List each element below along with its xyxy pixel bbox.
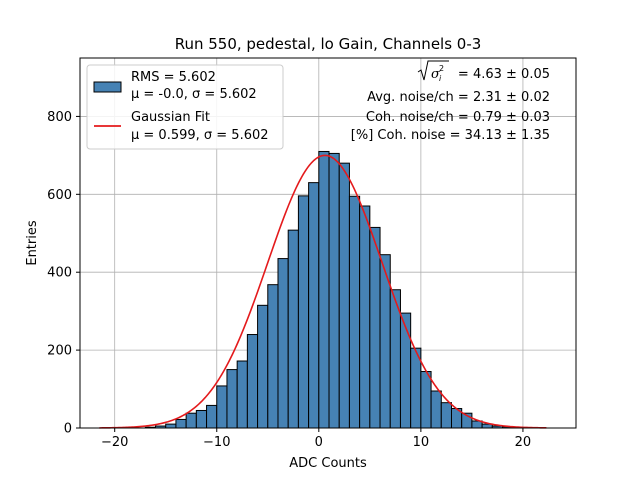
histogram-bar — [420, 371, 432, 429]
histogram-bar — [216, 385, 228, 429]
y-tick-label: 600 — [47, 188, 72, 203]
histogram-bar — [236, 360, 248, 429]
histogram-bar — [267, 284, 279, 429]
histogram-bar — [246, 334, 259, 429]
histogram-bar — [185, 412, 197, 429]
y-tick-label: 800 — [47, 110, 72, 125]
coh-noise-percent-text: [%] Coh. noise = 34.13 ± 1.35 — [351, 128, 550, 143]
histogram-bar — [430, 390, 442, 429]
histogram-bar — [410, 347, 422, 429]
chart-title: Run 550, pedestal, lo Gain, Channels 0-3 — [175, 35, 482, 53]
x-axis-ticks: −20 −10 0 10 20 — [101, 428, 531, 450]
plot-frame — [79, 57, 577, 429]
coh-noise-text: Coh. noise/ch = 0.79 ± 0.03 — [366, 110, 550, 125]
histogram-bar — [348, 195, 361, 429]
histogram-bar — [297, 195, 310, 429]
legend-rms-label: RMS = 5.602 — [131, 70, 216, 85]
avg-noise-text: Avg. noise/ch = 2.31 ± 0.02 — [367, 90, 550, 105]
y-axis-ticks: 0 200 400 600 800 — [47, 110, 80, 437]
histogram-bar — [318, 150, 330, 429]
legend-frame — [86, 64, 284, 150]
legend-fit-stats: μ = 0.599, σ = 5.602 — [131, 128, 269, 143]
x-tick-label: −10 — [203, 435, 230, 450]
histogram-bar — [226, 369, 238, 429]
histogram-bars — [144, 150, 524, 429]
histogram-bar — [175, 418, 187, 429]
legend-rms-stats: μ = -0.0, σ = 5.602 — [131, 87, 257, 102]
y-tick-label: 200 — [47, 344, 72, 359]
x-tick-label: 10 — [413, 435, 430, 450]
legend-fit-label: Gaussian Fit — [131, 110, 210, 125]
histogram-bar — [338, 162, 350, 429]
legend: RMS = 5.602 μ = -0.0, σ = 5.602 Gaussian… — [86, 64, 284, 150]
histogram-bar — [359, 205, 371, 429]
x-tick-label: 20 — [515, 435, 532, 450]
x-axis-title: ADC Counts — [289, 456, 367, 471]
sqrt-sigma-symbol: σ 2 i — [417, 60, 449, 83]
noise-annotations: σ 2 i = 4.63 ± 0.05 Avg. noise/ch = 2.31… — [351, 60, 550, 143]
histogram-bar — [399, 312, 412, 429]
y-tick-label: 400 — [47, 266, 72, 281]
histogram-bar — [206, 404, 218, 429]
legend-bar-swatch — [93, 81, 122, 93]
histogram-bar — [257, 304, 269, 429]
x-tick-label: −20 — [101, 435, 128, 450]
histogram-bar — [195, 409, 208, 429]
histogram-bar — [328, 152, 340, 429]
y-axis-title: Entries — [25, 220, 40, 266]
histogram-bar — [308, 182, 320, 429]
sqrt-sigma-value: = 4.63 ± 0.05 — [458, 67, 550, 82]
svg-text:2: 2 — [439, 64, 444, 73]
gaussian-fit-curve — [99, 154, 547, 429]
histogram-bar — [165, 423, 177, 429]
histogram-bar — [287, 229, 299, 429]
histogram-bar — [369, 226, 381, 429]
histogram-bar — [277, 258, 289, 429]
svg-text:σ: σ — [431, 67, 441, 82]
x-tick-label: 0 — [315, 435, 323, 450]
svg-text:i: i — [439, 74, 442, 83]
histogram-bar — [440, 402, 452, 429]
y-tick-label: 0 — [64, 422, 72, 437]
